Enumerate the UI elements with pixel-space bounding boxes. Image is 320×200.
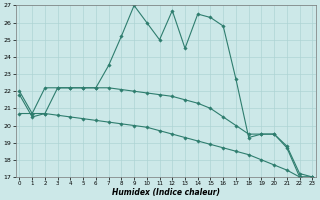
X-axis label: Humidex (Indice chaleur): Humidex (Indice chaleur) [112, 188, 220, 197]
